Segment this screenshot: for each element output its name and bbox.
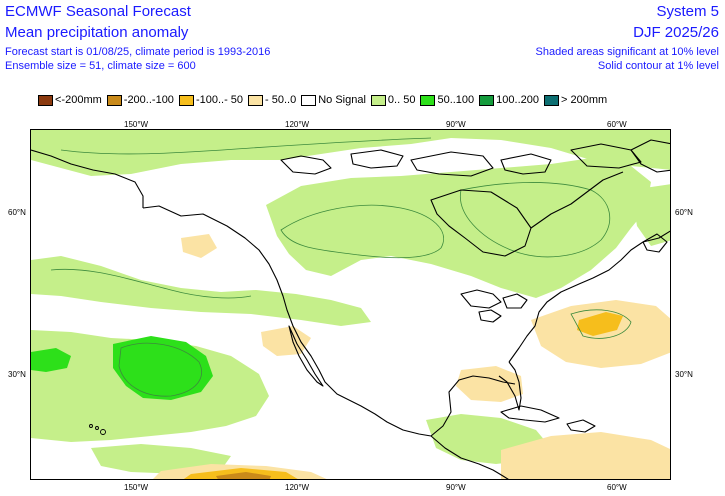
positive-anomaly-region-canada: [266, 158, 651, 298]
positive-anomaly-region-arctic: [31, 130, 670, 176]
significance-contour: Solid contour at 1% level: [597, 60, 719, 72]
legend-item: -200..-100: [106, 94, 174, 106]
legend-swatch: [370, 94, 386, 106]
lon-tick-top: 90°W: [446, 120, 466, 129]
mexico-gulf-coast: [430, 375, 516, 437]
lon-tick-top: 60°W: [607, 120, 627, 129]
cuba: [500, 405, 560, 423]
legend-item: <-200mm: [38, 94, 102, 106]
legend-label: -100..- 50: [195, 94, 244, 106]
legend-item: 100..200: [479, 94, 539, 106]
very-strong-negative-anomaly-region: [216, 472, 271, 479]
us-east-coast: [508, 230, 670, 363]
negative-anomaly-region-gulf: [456, 366, 523, 402]
hawaii-island: [95, 426, 99, 430]
legend-swatch: [106, 94, 122, 106]
ensemble-info: Ensemble size = 51, climate size = 600: [5, 60, 196, 72]
negative-anomaly-region-pacific: [181, 234, 217, 258]
significance-contour: [570, 309, 632, 339]
system-label: System 5: [656, 3, 719, 20]
lon-tick-bottom: 150°W: [124, 483, 149, 492]
legend-label: <-200mm: [55, 94, 102, 106]
significance-contour: [60, 137, 432, 155]
legend-item: > 200mm: [543, 94, 608, 106]
legend-item: -100..- 50: [178, 94, 244, 106]
baja-california: [288, 325, 324, 387]
chart-title: ECMWF Seasonal Forecast: [5, 3, 191, 20]
legend-swatch: [248, 94, 264, 106]
strong-anomaly-shading: [31, 336, 213, 400]
coastlines: [31, 139, 670, 479]
strong-negative-anomaly-shading: [183, 312, 623, 479]
significance-contour: [280, 204, 444, 259]
labrador-coast: [530, 171, 624, 229]
legend-swatch: [38, 94, 53, 106]
color-legend: <-200mm -200..-100 -100..- 50 - 50..0 No…: [38, 92, 612, 108]
negative-anomaly-region-baja: [261, 326, 311, 356]
central-america: [430, 435, 509, 479]
hawaii-island: [100, 429, 106, 435]
hawaii-island: [89, 424, 93, 428]
legend-item: - 50..0: [248, 94, 296, 106]
legend-label: -200..-100: [123, 94, 174, 106]
lat-tick-right: 30°N: [675, 370, 693, 379]
lat-tick-right: 60°N: [675, 208, 693, 217]
legend-label: 100..200: [496, 94, 539, 106]
legend-label: 0.. 50: [387, 94, 416, 106]
great-lakes: [460, 289, 528, 323]
legend-swatch: [178, 94, 194, 106]
legend-label: No Signal: [318, 94, 366, 106]
positive-anomaly-region-atlantic-ne: [631, 184, 670, 246]
lon-tick-top: 150°W: [124, 120, 149, 129]
significance-contour: [50, 268, 252, 299]
north-america-west-coast: [142, 205, 432, 437]
legend-swatch: [420, 94, 436, 106]
legend-item: 50..100: [420, 94, 474, 106]
greenland-tip: [630, 139, 670, 173]
hawaii-islands: [89, 424, 106, 435]
forecast-info: Forecast start is 01/08/25, climate peri…: [5, 46, 271, 58]
legend-label: > 200mm: [560, 94, 608, 106]
arctic-islands: [280, 143, 642, 177]
legend-swatch: [543, 94, 559, 106]
significance-shaded: Shaded areas significant at 10% level: [535, 46, 719, 58]
season-label: DJF 2025/26: [633, 24, 719, 41]
anomaly-map-svg: [31, 130, 670, 479]
negative-anomaly-region-atlantic-south: [501, 432, 670, 479]
significance-contour: [459, 182, 610, 258]
significance-contour: [118, 342, 202, 397]
lat-tick-left: 60°N: [8, 208, 26, 217]
lon-tick-bottom: 90°W: [446, 483, 466, 492]
strong-positive-anomaly-region: [113, 336, 213, 400]
legend-item: 0.. 50: [370, 94, 416, 106]
florida: [498, 361, 522, 411]
legend-label: - 50..0: [265, 94, 297, 106]
legend-swatch: [479, 94, 495, 106]
chart-subtitle: Mean precipitation anomaly: [5, 24, 189, 41]
strong-negative-anomaly-region-atlantic: [577, 312, 623, 336]
newfoundland: [642, 233, 668, 253]
strong-positive-anomaly-region-west: [31, 348, 71, 372]
lon-tick-bottom: 120°W: [285, 483, 310, 492]
hudson-bay: [430, 189, 532, 257]
alaska-coast: [31, 149, 144, 208]
hispaniola: [566, 419, 596, 433]
legend-swatch: [301, 94, 317, 106]
legend-item: No Signal: [301, 94, 366, 106]
lon-tick-bottom: 60°W: [607, 483, 627, 492]
significance-contours: [50, 137, 632, 397]
lon-tick-top: 120°W: [285, 120, 310, 129]
legend-label: 50..100: [437, 94, 475, 106]
lat-tick-left: 30°N: [8, 370, 26, 379]
anomaly-map: [30, 129, 671, 480]
